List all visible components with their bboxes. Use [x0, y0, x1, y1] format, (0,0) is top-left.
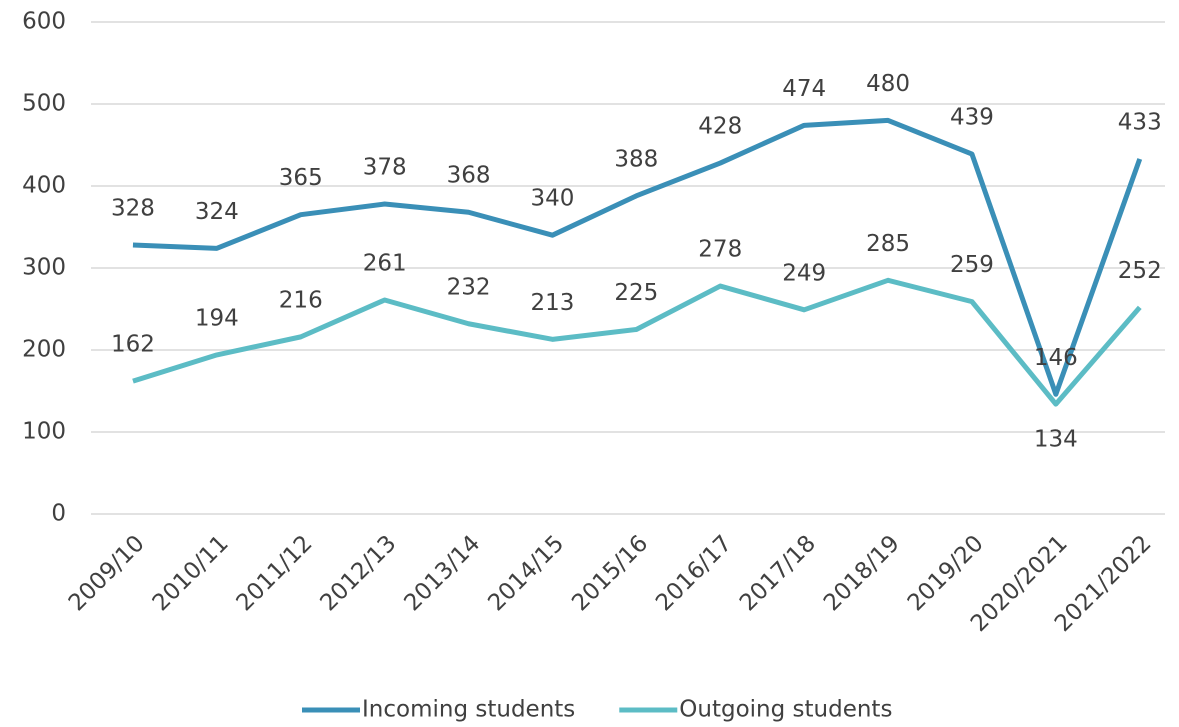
- data-label: 340: [530, 186, 574, 212]
- y-tick-label: 0: [51, 501, 66, 527]
- data-label: 232: [447, 274, 491, 300]
- y-tick-label: 300: [22, 255, 66, 281]
- y-tick-label: 100: [22, 419, 66, 445]
- data-label: 378: [363, 155, 407, 181]
- legend-label: Incoming students: [362, 697, 575, 723]
- data-label: 225: [614, 280, 658, 306]
- x-tick-label: 2010/11: [148, 530, 234, 616]
- data-label: 252: [1118, 258, 1162, 284]
- y-tick-label: 400: [22, 173, 66, 199]
- data-label: 194: [195, 305, 239, 331]
- data-label: 439: [950, 105, 994, 131]
- data-label: 213: [530, 290, 574, 316]
- data-label: 388: [614, 146, 658, 172]
- data-label: 328: [111, 196, 155, 222]
- data-label: 365: [279, 165, 323, 191]
- data-label: 216: [279, 287, 323, 313]
- x-tick-label: 2013/14: [399, 530, 485, 616]
- data-label: 278: [698, 237, 742, 263]
- y-tick-label: 200: [22, 337, 66, 363]
- legend-label: Outgoing students: [679, 697, 892, 723]
- y-tick-label: 500: [22, 91, 66, 117]
- data-label: 428: [698, 114, 742, 140]
- x-tick-label: 2009/10: [64, 530, 150, 616]
- series-line: [132, 277, 1142, 407]
- y-tick-label: 600: [22, 9, 66, 35]
- data-label: 261: [363, 250, 407, 276]
- x-tick-label: 2014/15: [483, 530, 569, 616]
- data-label: 259: [950, 252, 994, 278]
- x-tick-label: 2016/17: [651, 530, 737, 616]
- x-tick-label: 2019/20: [903, 530, 989, 616]
- data-label: 480: [866, 71, 910, 97]
- series-line: [132, 117, 1143, 397]
- x-tick-label: 2012/13: [316, 530, 402, 616]
- x-tick-label: 2017/18: [735, 530, 821, 616]
- x-tick-label: 2018/19: [819, 530, 905, 616]
- data-label: 324: [195, 199, 239, 225]
- x-tick-label: 2015/16: [567, 530, 653, 616]
- data-label: 433: [1118, 109, 1162, 135]
- data-label: 368: [447, 163, 491, 189]
- x-tick-label: 2011/12: [232, 530, 318, 616]
- data-label: 474: [782, 76, 826, 102]
- data-label: 249: [782, 260, 826, 286]
- data-label: 162: [111, 332, 155, 358]
- data-label: 146: [1034, 345, 1078, 371]
- data-label: 134: [1034, 427, 1078, 453]
- data-label: 285: [866, 231, 910, 257]
